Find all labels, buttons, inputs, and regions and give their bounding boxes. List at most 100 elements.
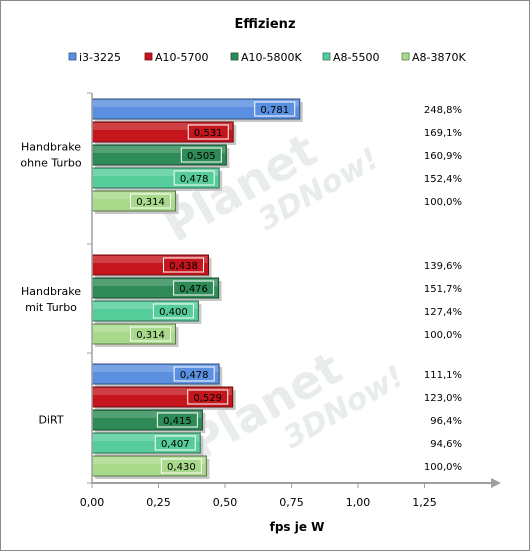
- legend-item-a10-5700: A10-5700: [144, 51, 209, 64]
- bar-value-label: 0,505: [187, 151, 216, 162]
- bar-label-box: [187, 124, 229, 140]
- legend-item-i3-3225: i3-3225: [68, 51, 121, 64]
- bar-percent-label: 151,7%: [424, 284, 462, 295]
- bar-handbrake-ohne-turbo-a8-5500: 0,478 152,4%: [91, 167, 462, 191]
- bar-value-label: 0,415: [163, 416, 192, 427]
- legend-label: A8-5500: [333, 51, 380, 64]
- x-axis-title: fps je W: [270, 520, 325, 534]
- legend-swatch: [144, 52, 153, 61]
- bar-highlight: [93, 279, 218, 286]
- legend-item-a8-5500: A8-5500: [322, 51, 380, 64]
- legend-swatch: [401, 52, 410, 61]
- bar-highlight: [93, 434, 200, 441]
- legend-swatch: [322, 52, 331, 61]
- bar-highlight: [93, 146, 226, 153]
- bar-label-box: [187, 389, 229, 405]
- chart-title: Effizienz: [234, 17, 295, 32]
- bar-dirt-a8-5500: 0,407 94,6%: [91, 432, 462, 456]
- bar-value-label: 0,476: [179, 284, 208, 295]
- axes: 0,00 0,25 0,50 0,75 1,00 1,25: [80, 92, 501, 509]
- bar-value-label: 0,438: [169, 261, 198, 272]
- legend-swatch: [230, 52, 239, 61]
- bar-label-box: [152, 303, 194, 319]
- x-tick-label: 0,25: [146, 496, 171, 509]
- bar-highlight: [93, 365, 219, 372]
- bar-value-label: 0,314: [136, 197, 165, 208]
- bar-label-box: [173, 170, 215, 186]
- bar-percent-label: 160,9%: [424, 151, 462, 162]
- x-tick-label: 1,25: [412, 496, 437, 509]
- bar-value-label: 0,314: [136, 330, 165, 341]
- legend-swatch: [68, 52, 77, 61]
- bar-label-box: [154, 435, 196, 451]
- x-tick-label: 0,00: [80, 496, 105, 509]
- bar-percent-label: 152,4%: [424, 174, 462, 185]
- bar-value-label: 0,529: [193, 393, 222, 404]
- bar-value-label: 0,430: [167, 462, 196, 473]
- bar-highlight: [93, 100, 299, 107]
- category-handbrake-mit-turbo: 0,438 139,6% 0,476 151,7% 0,400 127,4% 0,314 10…: [21, 254, 462, 347]
- bar-highlight: [93, 411, 202, 418]
- bar-label-box: [163, 257, 205, 273]
- bar-handbrake-mit-turbo-a8-3870k: 0,314 100,0%: [91, 323, 462, 347]
- bar-label-box: [130, 326, 172, 342]
- bar-percent-label: 100,0%: [424, 330, 462, 341]
- bar-percent-label: 169,1%: [424, 128, 462, 139]
- legend-label: A10-5700: [155, 51, 209, 64]
- bar-dirt-a10-5800k: 0,415 96,4%: [91, 409, 462, 433]
- bar-percent-label: 96,4%: [430, 416, 462, 427]
- bar-percent-label: 248,8%: [424, 105, 462, 116]
- bar-label-box: [254, 101, 296, 117]
- category-handbrake-ohne-turbo: 0,781 248,8% 0,531 169,1% 0,505 160,9% 0,478 15…: [20, 98, 462, 214]
- legend: i3-3225 A10-5700 A10-5800K A8-5500 A8-3870K: [68, 51, 466, 64]
- category-label: Handbrake ohne Turbo: [20, 141, 81, 170]
- bar-highlight: [93, 123, 233, 130]
- bar-label-box: [173, 366, 215, 382]
- bar-percent-label: 100,0%: [424, 197, 462, 208]
- bar-dirt-a8-3870k: 0,430 100,0%: [91, 455, 462, 479]
- legend-item-a10-5800k: A10-5800K: [230, 51, 302, 64]
- bar-highlight: [93, 302, 198, 309]
- category-dirt: 0,478 111,1% 0,529 123,0% 0,415 96,4% 0,407 94,…: [38, 363, 462, 479]
- bar-percent-label: 139,6%: [424, 261, 462, 272]
- bar-value-label: 0,478: [180, 370, 209, 381]
- bar-dirt-a10-5700: 0,529 123,0%: [91, 386, 462, 410]
- bar-handbrake-ohne-turbo-a8-3870k: 0,314 100,0%: [91, 190, 462, 214]
- bar-value-label: 0,407: [161, 439, 190, 450]
- bar-highlight: [93, 388, 232, 395]
- bar-percent-label: 123,0%: [424, 393, 462, 404]
- bar-handbrake-ohne-turbo-a10-5800k: 0,505 160,9%: [91, 144, 462, 168]
- bar-handbrake-ohne-turbo-a10-5700: 0,531 169,1%: [91, 121, 462, 145]
- bar-dirt-i3-3225: 0,478 111,1%: [91, 363, 462, 387]
- bar-highlight: [93, 256, 208, 263]
- bar-handbrake-ohne-turbo-i3-3225: 0,781 248,8%: [91, 98, 462, 122]
- category-label: Handbrake mit Turbo: [21, 285, 81, 314]
- bar-label-box: [130, 193, 172, 209]
- bar-percent-label: 111,1%: [424, 370, 462, 381]
- bar-highlight: [93, 457, 206, 464]
- x-tick-label: 0,50: [213, 496, 238, 509]
- bar-percent-label: 127,4%: [424, 307, 462, 318]
- bar-label-box: [180, 147, 222, 163]
- legend-item-a8-3870k: A8-3870K: [401, 51, 466, 64]
- x-tick-label: 0,75: [279, 496, 304, 509]
- bar-percent-label: 94,6%: [430, 439, 462, 450]
- legend-label: A8-3870K: [412, 51, 466, 64]
- bar-highlight: [93, 169, 219, 176]
- x-tick-label: 1,00: [346, 496, 371, 509]
- bar-handbrake-mit-turbo-a8-5500: 0,400 127,4%: [91, 300, 462, 324]
- bar-handbrake-mit-turbo-a10-5800k: 0,476 151,7%: [91, 277, 462, 301]
- bar-percent-label: 100,0%: [424, 462, 462, 473]
- bar-handbrake-mit-turbo-a10-5700: 0,438 139,6%: [91, 254, 462, 278]
- legend-label: A10-5800K: [241, 51, 302, 64]
- bar-value-label: 0,478: [180, 174, 209, 185]
- bar-label-box: [156, 412, 198, 428]
- bar-label-box: [160, 458, 202, 474]
- bar-label-box: [173, 280, 215, 296]
- bar-value-label: 0,781: [260, 105, 289, 116]
- plot-area: 0,781 248,8% 0,531 169,1% 0,505 160,9% 0,478 15…: [20, 98, 462, 479]
- legend-label: i3-3225: [79, 51, 121, 64]
- category-label: DiRT: [38, 414, 63, 427]
